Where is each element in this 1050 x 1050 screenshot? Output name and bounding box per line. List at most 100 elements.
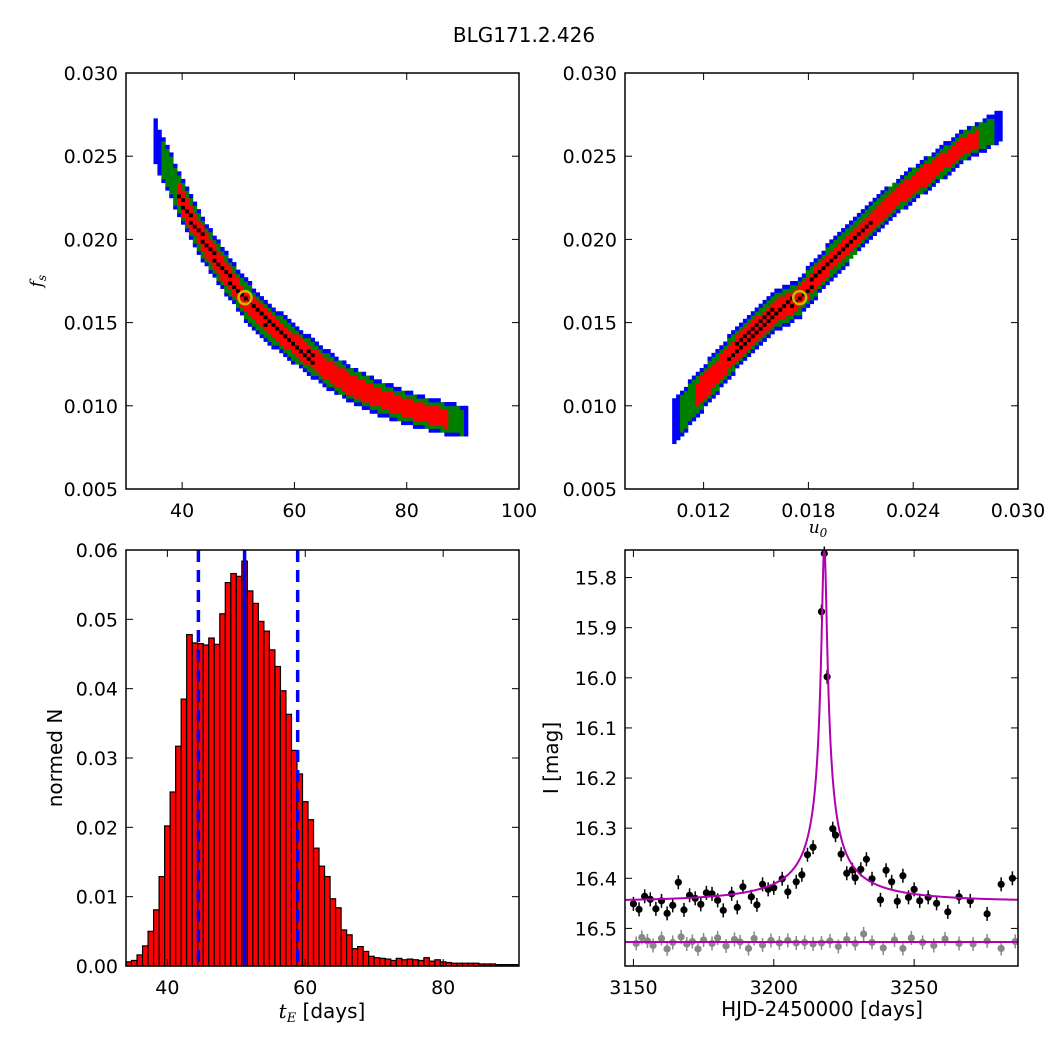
heatmap-cell-inner	[880, 201, 885, 206]
heatmap-cell-inner	[872, 220, 877, 225]
heatmap-cell-inner	[742, 337, 748, 342]
heatmap-cell-mid	[919, 190, 925, 195]
heatmap-cell-mid	[852, 224, 858, 229]
x-tick-label: 40	[155, 977, 179, 999]
heatmap-cell-mid	[864, 235, 870, 240]
heatmap-cell-mid	[990, 122, 995, 127]
heatmap-cell-outer	[695, 371, 701, 376]
heatmap-cell-inner	[746, 326, 752, 331]
heatmap-cell-outer	[672, 413, 677, 418]
heatmap-cell-inner	[353, 375, 359, 380]
heatmap-cell-inner	[766, 326, 771, 331]
panel2-xticks: 0.012 0.018 0.024 0.030	[676, 73, 1045, 522]
heatmap-cell-mid	[243, 281, 249, 286]
heatmap-cell-inner	[715, 371, 720, 376]
heatmap-cell-best	[306, 349, 312, 354]
heatmap-cell-inner	[841, 243, 846, 248]
heatmap-cell-outer	[224, 292, 229, 297]
heatmap-cell-inner	[239, 299, 245, 305]
data-point	[851, 874, 859, 882]
residual-point	[930, 941, 938, 950]
heatmap-cell-outer	[892, 212, 897, 218]
panel3-plot	[125, 550, 519, 967]
heatmap-cell-mid	[880, 197, 885, 202]
heatmap-cell-mid	[754, 341, 760, 346]
heatmap-cell-inner	[181, 190, 186, 195]
heatmap-cell-mid	[990, 118, 995, 123]
histogram-bar	[158, 875, 166, 967]
heatmap-cell-mid	[986, 133, 991, 138]
heatmap-cell-inner	[216, 250, 221, 255]
heatmap-cell-mid	[687, 402, 693, 407]
heatmap-cell-mid	[200, 250, 205, 255]
data-point	[669, 901, 677, 909]
heatmap-cell-mid	[165, 156, 170, 161]
heatmap-cell-mid	[974, 148, 980, 153]
heatmap-cell-outer	[766, 333, 771, 339]
heatmap-cell-outer	[310, 375, 316, 380]
histogram-bar	[202, 644, 210, 967]
x-tick-label: 80	[395, 500, 419, 522]
heatmap-cell-outer	[927, 186, 932, 191]
heatmap-cell-best	[228, 273, 233, 278]
heatmap-cell-inner	[970, 133, 976, 138]
data-point	[803, 851, 812, 859]
heatmap-cell-outer	[672, 420, 677, 426]
heatmap-cell-mid	[778, 322, 783, 327]
heatmap-cell-inner	[377, 394, 382, 399]
heatmap-cell-mid	[275, 341, 280, 346]
histogram-bar	[279, 690, 287, 967]
heatmap-cell-inner	[322, 371, 327, 376]
heatmap-cell-outer	[750, 349, 756, 354]
heatmap-cell-inner	[436, 405, 441, 410]
heatmap-cell-inner	[412, 417, 418, 422]
heatmap-cell-inner	[845, 246, 850, 252]
heatmap-cell-mid	[939, 171, 944, 176]
heatmap-cell-outer	[389, 417, 394, 422]
heatmap-cell-outer	[216, 281, 221, 286]
heatmap-cell-inner	[353, 394, 359, 399]
heatmap-cell-outer	[184, 228, 190, 233]
heatmap-cell-mid	[232, 265, 237, 271]
heatmap-cell-mid	[990, 137, 995, 142]
heatmap-cell-mid	[880, 194, 885, 199]
residual-point	[983, 937, 991, 945]
panel4-ylabel: I [mag]	[539, 722, 563, 794]
heatmap-cell-mid	[915, 190, 921, 195]
heatmap-cell-mid	[793, 284, 799, 289]
heatmap-cell-outer	[793, 281, 799, 286]
y-tick-label: 0.005	[563, 479, 617, 501]
heatmap-cell-outer	[809, 299, 815, 305]
heatmap-cell-mid	[982, 141, 987, 146]
heatmap-cell-mid	[727, 371, 732, 376]
histogram-bar	[379, 957, 386, 967]
heatmap-cell-inner	[350, 375, 355, 380]
heatmap-cell-outer	[259, 333, 264, 339]
heatmap-cell-inner	[888, 205, 893, 210]
heatmap-cell-outer	[271, 345, 276, 350]
heatmap-cell-outer	[911, 197, 917, 202]
heatmap-cell-mid	[338, 364, 343, 369]
heatmap-cell-inner	[232, 281, 237, 286]
heatmap-cell-inner	[931, 163, 936, 168]
heatmap-cell-outer	[904, 171, 909, 176]
heatmap-cell-outer	[173, 163, 178, 168]
heatmap-cell-mid	[919, 163, 925, 168]
heatmap-cell-inner	[416, 402, 422, 407]
histogram-bar	[257, 620, 265, 967]
heatmap-cell-mid	[809, 269, 815, 274]
heatmap-cell-outer	[735, 326, 740, 331]
heatmap-cell-inner	[699, 394, 704, 399]
heatmap-cell-mid	[986, 129, 991, 134]
heatmap-cell-inner	[876, 216, 881, 221]
heatmap-cell-outer	[986, 114, 991, 119]
heatmap-cell-inner	[184, 220, 190, 225]
heatmap-cell-inner	[813, 269, 818, 274]
data-point	[697, 900, 705, 908]
heatmap-cell-inner	[318, 364, 323, 369]
heatmap-cell-inner	[868, 212, 873, 218]
heatmap-cell-mid	[805, 273, 811, 278]
heatmap-cell-mid	[267, 307, 272, 312]
histogram-bar	[180, 698, 188, 967]
data-point	[758, 880, 767, 888]
